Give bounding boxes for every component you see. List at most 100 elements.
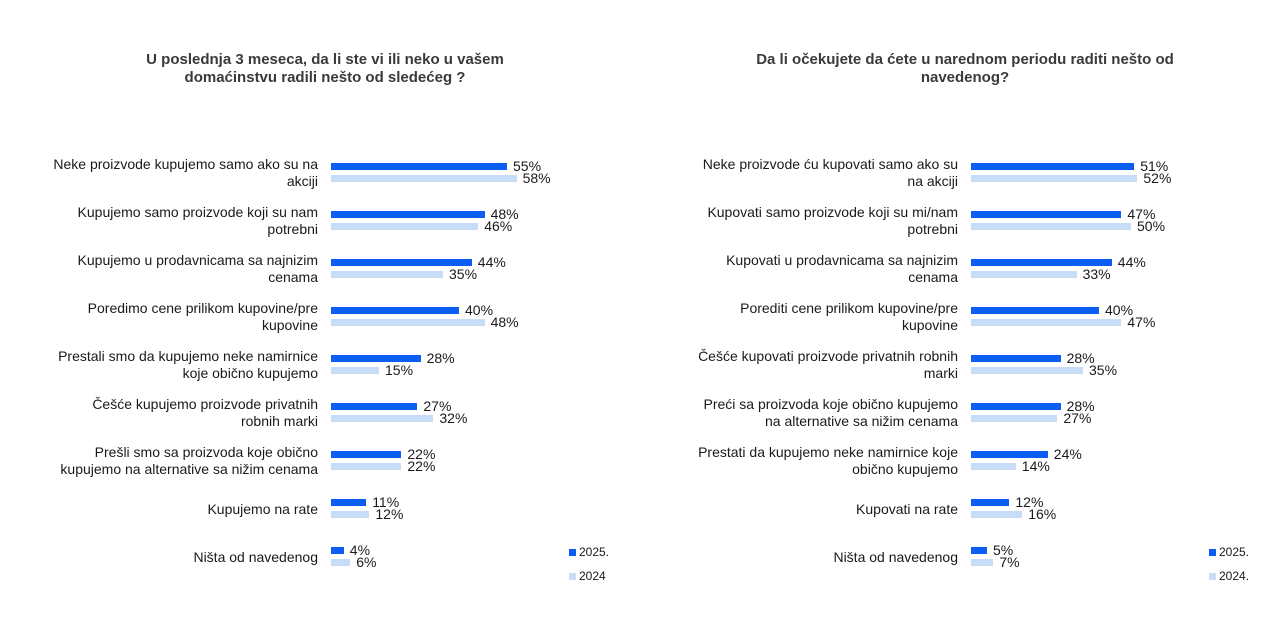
data-label: 5% — [993, 542, 1014, 558]
category-label-line: Kupujemo u prodavnicama sa najnizim — [77, 252, 318, 268]
chart-title-line: navedenog? — [920, 69, 1010, 86]
bar-2025 — [971, 259, 1112, 266]
category-label-line: Preći sa proizvoda koje obično kupujemo — [703, 396, 958, 412]
category-label-line: Češće kupujemo proizvode privatnih — [92, 396, 318, 412]
data-label: 58% — [522, 170, 551, 186]
bar-2024 — [971, 559, 994, 566]
data-label: 33% — [1082, 266, 1111, 282]
data-label: 47% — [1127, 206, 1156, 222]
chart-title-line: Da li očekujete da ćete u narednom perio… — [756, 51, 1174, 68]
category-label-line: cenama — [908, 269, 958, 285]
category-label: Neke proizvode ću kupovati samo ako su na… — [658, 156, 958, 190]
category-label: Poredimo cene prilikom kupovine/pre kupov… — [18, 300, 318, 334]
chart-title: Da li očekujete da ćete u narednom perio… — [735, 51, 1195, 87]
bar-2024 — [971, 175, 1138, 182]
bar-2025 — [331, 163, 507, 170]
category-label: Kupujemo u prodavnicama sa najnizim cenam… — [18, 252, 318, 286]
data-label: 35% — [1089, 362, 1118, 378]
chart-left: U poslednja 3 meseca, da li ste vi ili n… — [18, 51, 609, 583]
category-label-line: Ništa od navedenog — [833, 548, 958, 565]
legend-swatch — [569, 549, 576, 556]
data-label: 27% — [1063, 410, 1092, 426]
data-label: 27% — [423, 398, 452, 414]
data-label: 6% — [356, 554, 377, 570]
bar-2025 — [971, 451, 1048, 458]
category-label-line: Kupovati u prodavnicama sa najnizim — [726, 252, 958, 268]
category-label: Preći sa proizvoda koje obično kupujemo n… — [658, 396, 958, 430]
data-label: 12% — [1015, 494, 1044, 510]
data-label: 47% — [1127, 314, 1156, 330]
category-label: Porediti cene prilikom kupovine/pre kupov… — [658, 300, 958, 334]
category-label-line: Poredimo cene prilikom kupovine/pre — [87, 300, 318, 316]
bar-2025 — [331, 499, 367, 506]
bar-2024 — [971, 415, 1058, 422]
category-label: Prešli smo sa proizvoda koje obično kupuj… — [18, 444, 318, 478]
bar-2024 — [331, 463, 402, 470]
bar-2024 — [971, 223, 1131, 230]
bar-2024 — [331, 271, 443, 278]
bar-2025 — [331, 547, 344, 554]
data-label: 22% — [407, 458, 436, 474]
legend-item: 2025. — [1209, 545, 1249, 559]
category-label-line: Porediti cene prilikom kupovine/pre — [740, 300, 958, 316]
legend-label: 2024. — [1219, 569, 1250, 583]
category-label-line: potrebni — [907, 221, 958, 237]
bar-2024 — [331, 367, 379, 374]
category-label: Kupovati samo proizvode koji su mi/nam po… — [658, 204, 958, 238]
bar-2024 — [331, 415, 434, 422]
legend-label: 2024 — [579, 569, 606, 583]
bar-2024 — [331, 319, 485, 326]
data-label: 40% — [1105, 302, 1134, 318]
category-label-line: cenama — [268, 269, 318, 285]
category-label-line: Prestali smo da kupujemo neke namirnice — [58, 348, 318, 364]
category-label-line: Kupovati na rate — [856, 500, 958, 517]
data-label: 14% — [1021, 458, 1050, 474]
category-label-line: Češće kupovati proizvode privatnih robni… — [698, 348, 958, 364]
data-label: 44% — [1117, 254, 1146, 270]
data-label: 28% — [1066, 350, 1095, 366]
category-label: Kupovati u prodavnicama sa najnizim cenam… — [658, 252, 958, 286]
data-label: 4% — [349, 542, 371, 558]
category-label-line: kupovine — [901, 317, 958, 333]
data-label: 50% — [1137, 218, 1166, 234]
category-label: Prestali smo da kupujemo neke namirnice k… — [18, 348, 318, 382]
bar-2025 — [331, 211, 485, 218]
bar-2025 — [331, 403, 418, 410]
legend-swatch — [1209, 549, 1216, 556]
data-label: 44% — [477, 254, 506, 270]
category-label: Kupujemo na rate — [18, 501, 318, 518]
bar-2025 — [971, 547, 987, 554]
bar-2025 — [971, 211, 1122, 218]
data-label: 11% — [372, 494, 400, 510]
category-label-line: Kupujemo samo proizvode koji su nam — [77, 204, 318, 220]
data-label: 48% — [490, 314, 519, 330]
category-label: Ništa od navedenog — [658, 549, 958, 566]
data-label: 28% — [1066, 398, 1095, 414]
data-label: 16% — [1028, 506, 1057, 522]
category-label-line: Neke proizvode ću kupovati samo ako su — [702, 156, 958, 172]
chart-right: Da li očekujete da ćete u narednom perio… — [640, 0, 1280, 619]
category-label: Prestati da kupujemo neke namirnice koje… — [658, 444, 958, 478]
category-label: Češće kupovati proizvode privatnih robni… — [658, 348, 958, 382]
bar-2024 — [331, 175, 517, 182]
category-label-line: Kupujemo na rate — [207, 500, 318, 517]
bar-2025 — [331, 355, 421, 362]
bar-2024 — [971, 367, 1083, 374]
legend-item: 2024 — [569, 569, 606, 583]
chart-title: U poslednja 3 meseca, da li ste vi ili n… — [95, 51, 555, 87]
data-label: 32% — [439, 410, 468, 426]
category-label-line: obično kupujemo — [852, 461, 958, 477]
category-label-line: kupovine — [261, 317, 318, 333]
legend-label: 2025. — [1219, 545, 1250, 559]
data-label: 35% — [449, 266, 478, 282]
category-label-line: na alternative sa nižim cenama — [765, 413, 958, 429]
data-label: 55% — [513, 158, 542, 174]
category-label: Neke proizvode kupujemo samo ako su na ak… — [18, 156, 318, 190]
data-label: 51% — [1140, 158, 1169, 174]
bar-2024 — [331, 511, 370, 518]
data-label: 46% — [484, 218, 513, 234]
legend-item: 2024. — [1209, 569, 1249, 583]
bar-2024 — [331, 223, 479, 230]
category-label-line: akciji — [286, 173, 318, 189]
bar-2024 — [971, 463, 1016, 470]
